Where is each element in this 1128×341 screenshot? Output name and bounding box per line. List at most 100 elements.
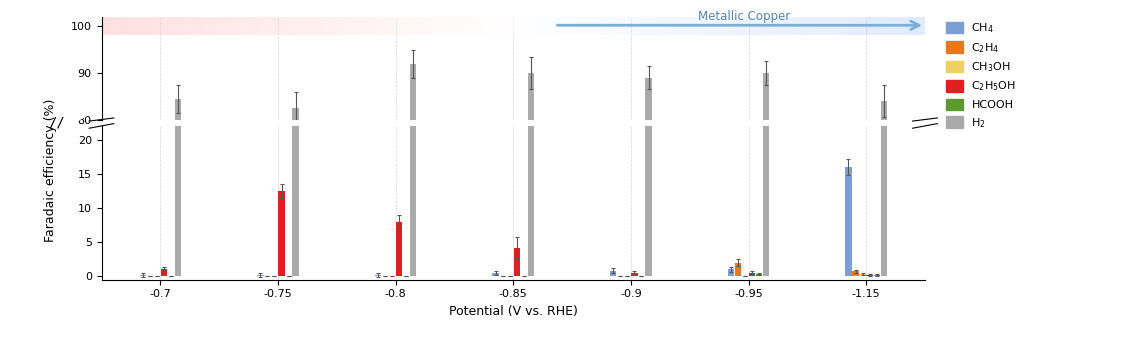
Bar xyxy=(233,17,237,35)
Bar xyxy=(888,17,892,35)
Bar xyxy=(616,17,620,35)
Bar xyxy=(472,17,476,35)
Bar xyxy=(793,17,797,35)
Text: Faradaic efficiency (%): Faradaic efficiency (%) xyxy=(44,99,58,242)
Bar xyxy=(160,269,167,276)
Bar xyxy=(867,17,872,35)
Bar xyxy=(579,17,583,35)
Bar xyxy=(645,78,652,341)
Bar xyxy=(735,17,740,35)
Bar xyxy=(881,0,887,276)
Bar xyxy=(790,17,793,35)
Bar xyxy=(843,17,847,35)
Bar xyxy=(528,0,534,276)
Bar xyxy=(538,17,543,35)
Bar xyxy=(237,17,241,35)
Bar xyxy=(826,17,830,35)
Bar xyxy=(291,17,296,35)
Bar xyxy=(805,17,810,35)
Bar xyxy=(365,17,369,35)
Bar xyxy=(509,17,513,35)
Bar xyxy=(571,17,575,35)
Bar xyxy=(720,17,723,35)
Bar xyxy=(608,17,613,35)
Bar xyxy=(847,17,851,35)
Bar xyxy=(109,17,114,35)
Bar xyxy=(822,17,826,35)
Bar xyxy=(196,17,201,35)
Bar xyxy=(299,17,303,35)
Bar xyxy=(566,17,571,35)
Bar xyxy=(763,73,769,341)
Bar xyxy=(188,17,192,35)
Bar xyxy=(451,17,456,35)
Bar xyxy=(411,17,414,35)
Bar xyxy=(394,17,398,35)
Bar xyxy=(361,17,365,35)
Bar xyxy=(402,17,406,35)
Bar xyxy=(249,17,254,35)
Bar xyxy=(179,17,184,35)
Bar xyxy=(406,17,411,35)
Bar xyxy=(341,17,344,35)
Bar xyxy=(484,17,488,35)
Bar xyxy=(423,17,426,35)
Bar xyxy=(426,17,431,35)
Bar xyxy=(271,17,274,35)
Bar xyxy=(723,17,728,35)
Bar xyxy=(414,17,418,35)
Bar xyxy=(913,17,917,35)
Bar xyxy=(641,17,645,35)
Bar xyxy=(653,17,658,35)
Bar xyxy=(356,17,361,35)
Bar xyxy=(221,17,224,35)
Bar xyxy=(855,17,860,35)
Bar xyxy=(164,17,167,35)
Bar xyxy=(797,17,801,35)
Bar xyxy=(296,17,299,35)
Bar xyxy=(610,271,616,276)
Bar xyxy=(905,17,908,35)
Bar xyxy=(106,17,109,35)
X-axis label: Potential (V vs. RHE): Potential (V vs. RHE) xyxy=(449,305,578,318)
Bar xyxy=(431,17,435,35)
Bar xyxy=(134,17,139,35)
Bar xyxy=(707,17,711,35)
Bar xyxy=(875,17,880,35)
Bar xyxy=(389,17,394,35)
Bar xyxy=(292,108,299,341)
Bar xyxy=(756,274,763,276)
Bar xyxy=(534,17,538,35)
Bar xyxy=(159,17,164,35)
Bar xyxy=(229,17,233,35)
Bar xyxy=(398,17,402,35)
Bar xyxy=(505,17,509,35)
Bar xyxy=(496,17,501,35)
Bar xyxy=(690,17,695,35)
Bar xyxy=(139,17,142,35)
Bar xyxy=(513,17,518,35)
Bar xyxy=(102,17,106,35)
Bar xyxy=(773,17,777,35)
Bar xyxy=(184,17,188,35)
Bar xyxy=(279,17,283,35)
Bar xyxy=(140,275,146,276)
Bar xyxy=(620,17,625,35)
Bar xyxy=(658,17,661,35)
Bar xyxy=(488,17,493,35)
Bar xyxy=(283,17,287,35)
Bar xyxy=(481,17,484,35)
Bar xyxy=(892,17,896,35)
Bar xyxy=(443,17,448,35)
Bar xyxy=(526,17,530,35)
Bar xyxy=(917,17,920,35)
Bar xyxy=(686,17,690,35)
Bar xyxy=(838,17,843,35)
Bar xyxy=(307,17,311,35)
Bar xyxy=(468,17,472,35)
Bar xyxy=(900,17,905,35)
Bar xyxy=(785,17,790,35)
Bar xyxy=(411,0,416,276)
Bar xyxy=(583,17,588,35)
Bar xyxy=(204,17,209,35)
